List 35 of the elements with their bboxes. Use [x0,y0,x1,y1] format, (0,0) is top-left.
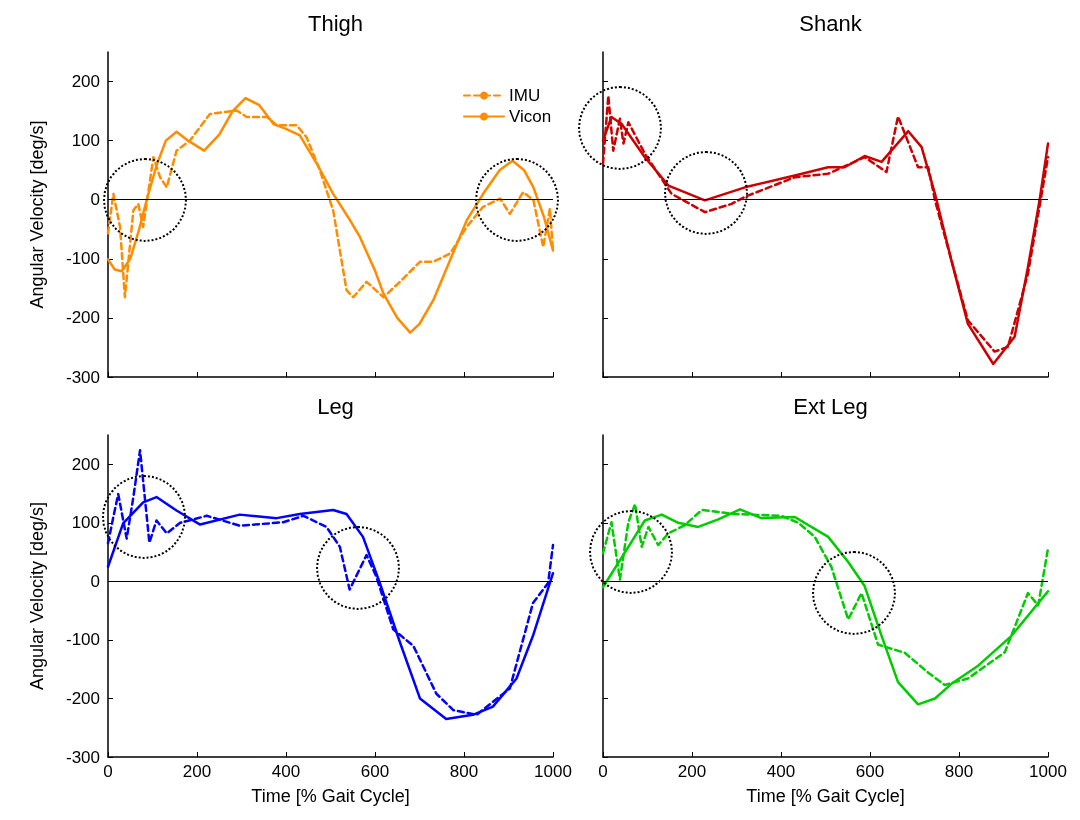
x-tick-label: 400 [766,762,796,781]
y-tick-label: 200 [71,454,100,474]
y-tick-label: -300 [65,747,100,767]
chart-title: Ext Leg [793,393,868,419]
x-tick-label: 200 [182,762,212,781]
x-tick-label: 800 [944,762,974,781]
y-tick-label: 0 [90,571,100,591]
y-axis-title: Angular Velocity [deg/s] [27,501,47,691]
y-tick-label: 100 [71,131,100,151]
y-tick-label: -100 [65,630,100,650]
x-tick-label: 600 [360,762,390,781]
chart-title: Thigh [307,10,364,36]
line-series [106,448,555,717]
y-tick-label: -300 [65,367,100,387]
x-tick-label: 1000 [1029,762,1067,781]
legend-label: Vicon [509,107,552,126]
y-tick-label: 0 [90,190,100,210]
chart-title: Leg [317,393,354,419]
x-tick-label: 800 [449,762,479,781]
chart-title: Shank [799,10,863,36]
x-tick-label: 1000 [534,762,572,781]
y-tick-label: -200 [65,688,100,708]
y-axis-title: Angular Velocity [deg/s] [27,120,47,309]
y-tick-label: 100 [71,513,100,533]
x-tick-label: 200 [677,762,707,781]
x-tick-label: 0 [598,762,608,781]
y-tick-label: -100 [65,249,100,269]
x-tick-label: 400 [271,762,301,781]
x-tick-label: 600 [855,762,885,781]
y-tick-label: 200 [71,72,100,92]
y-tick-label: -200 [65,308,100,328]
x-tick-label: 0 [103,762,113,781]
legend-label: IMU [509,86,541,105]
x-axis-title: Time [% Gait Cycle] [746,786,905,806]
x-axis-title: Time [% Gait Cycle] [251,786,410,806]
